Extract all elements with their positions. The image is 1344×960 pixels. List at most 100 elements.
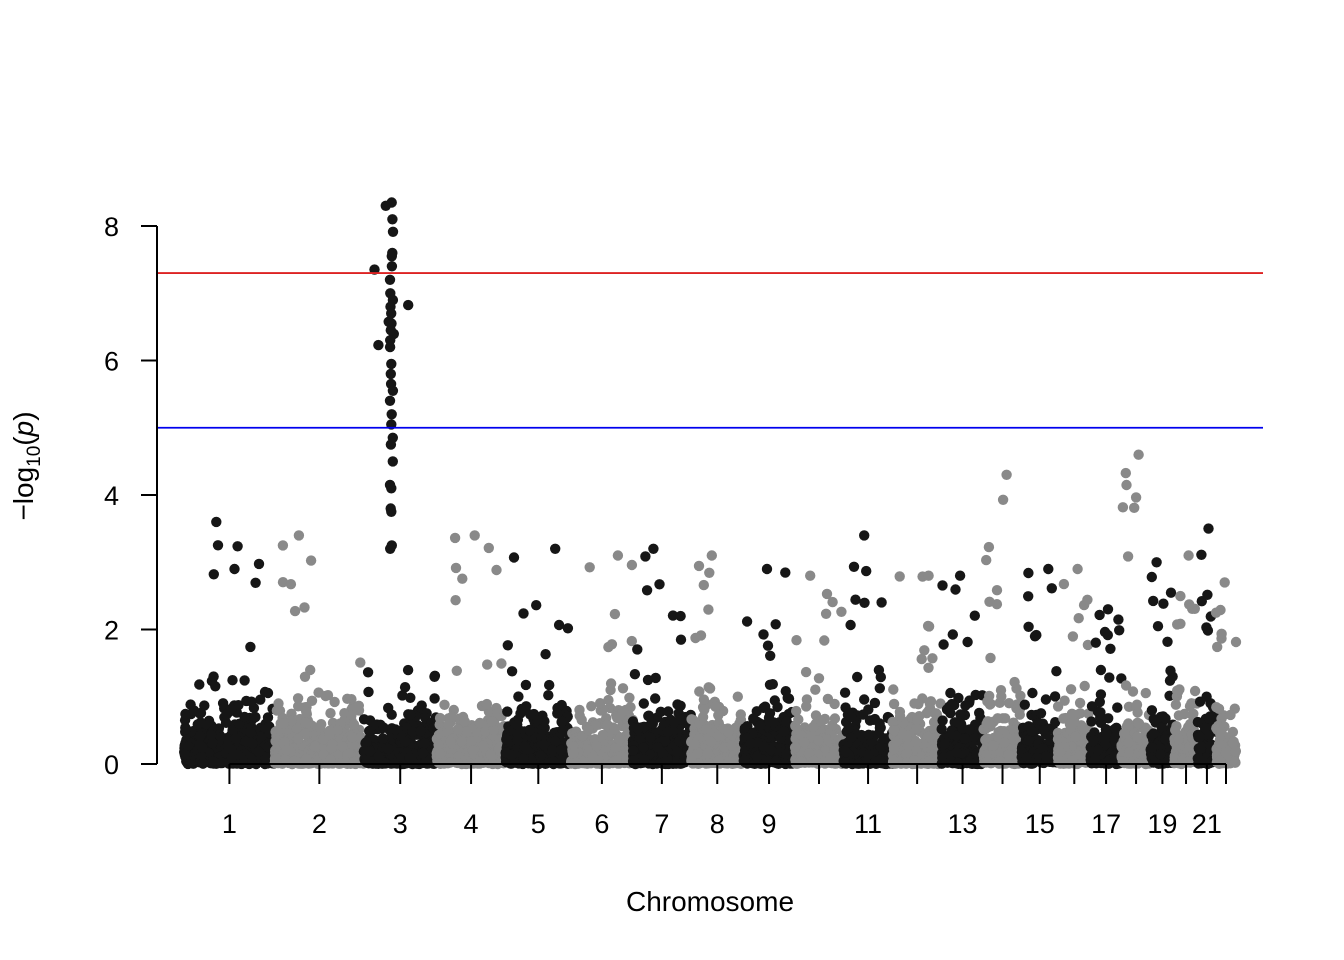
data-point: [548, 756, 559, 767]
data-point: [1065, 684, 1077, 695]
data-point: [483, 542, 494, 554]
data-point: [778, 726, 790, 737]
data-point: [208, 569, 219, 580]
data-point: [713, 710, 724, 721]
data-point: [836, 606, 847, 617]
chromosome-3-points: [358, 197, 442, 770]
data-point: [281, 745, 292, 756]
data-point: [912, 715, 923, 726]
data-point: [755, 720, 766, 731]
data-point: [179, 749, 190, 760]
data-point: [897, 729, 909, 740]
data-point: [626, 559, 638, 571]
data-point: [675, 700, 686, 711]
data-point: [652, 742, 664, 753]
data-point: [195, 731, 206, 742]
chromosome-7-points: [627, 543, 696, 770]
data-point: [300, 717, 311, 728]
data-point: [337, 741, 348, 752]
data-point: [197, 757, 209, 769]
data-point: [982, 756, 993, 767]
data-point: [280, 753, 291, 765]
data-point: [702, 748, 713, 759]
data-point: [981, 718, 992, 729]
chromosome-4-points: [431, 530, 511, 770]
data-point: [846, 711, 857, 723]
peak-point: [954, 570, 966, 581]
data-point: [764, 708, 776, 719]
data-point: [306, 695, 318, 706]
data-point: [770, 619, 781, 630]
data-point: [964, 724, 975, 735]
data-point: [485, 749, 496, 760]
data-point: [562, 623, 574, 634]
data-point: [1023, 621, 1034, 632]
data-point: [674, 714, 686, 725]
signal-point: [385, 439, 397, 450]
data-point: [309, 741, 321, 752]
data-point: [291, 722, 302, 734]
data-point: [286, 715, 297, 727]
data-point: [617, 683, 629, 694]
data-point: [650, 693, 661, 704]
data-point: [452, 724, 464, 735]
data-point: [247, 738, 258, 749]
data-point: [347, 732, 358, 743]
data-point: [662, 726, 674, 737]
data-point: [221, 709, 232, 720]
chromosome-11-points: [838, 530, 898, 770]
peak-point: [859, 530, 870, 541]
chromosome-1-points: [179, 516, 280, 770]
data-point: [364, 725, 375, 737]
data-point: [645, 732, 656, 743]
data-point: [1040, 694, 1052, 705]
chromosome-6-points: [566, 550, 638, 770]
data-point: [924, 698, 936, 709]
data-point: [434, 712, 446, 724]
data-point: [863, 749, 874, 760]
data-point: [960, 700, 971, 711]
data-point: [496, 658, 507, 669]
data-point: [547, 744, 558, 756]
data-point: [1003, 698, 1015, 709]
data-point: [387, 226, 399, 237]
data-point: [386, 709, 397, 720]
data-point: [770, 756, 782, 767]
data-point: [937, 580, 948, 591]
peak-point: [293, 530, 305, 541]
data-point: [292, 693, 304, 704]
data-point: [875, 671, 886, 683]
data-point: [624, 692, 635, 703]
data-point: [945, 707, 956, 719]
data-point: [227, 724, 238, 736]
data-point: [894, 571, 905, 582]
data-point: [325, 708, 336, 719]
data-point: [587, 752, 598, 763]
data-point: [299, 671, 311, 682]
data-point: [521, 701, 532, 712]
data-point: [532, 714, 543, 726]
data-point: [983, 541, 995, 553]
data-point: [326, 742, 337, 754]
data-point: [614, 734, 625, 745]
data-point: [927, 653, 938, 664]
data-point: [1051, 666, 1062, 677]
data-point: [969, 610, 980, 621]
data-point: [962, 636, 973, 648]
data-point: [801, 701, 812, 712]
chromosome-8-points: [686, 550, 749, 769]
data-point: [632, 723, 643, 734]
data-point: [415, 726, 426, 737]
data-point: [544, 679, 555, 691]
data-point: [876, 597, 887, 608]
data-point: [220, 717, 232, 728]
data-point: [850, 594, 861, 605]
data-point: [780, 567, 791, 578]
data-point: [239, 711, 250, 723]
signal-point: [386, 308, 397, 319]
signal-point: [387, 456, 398, 467]
chromosome-14-points: [978, 469, 1027, 770]
signal-point: [384, 341, 396, 353]
data-point: [603, 694, 614, 706]
data-point: [232, 749, 243, 760]
